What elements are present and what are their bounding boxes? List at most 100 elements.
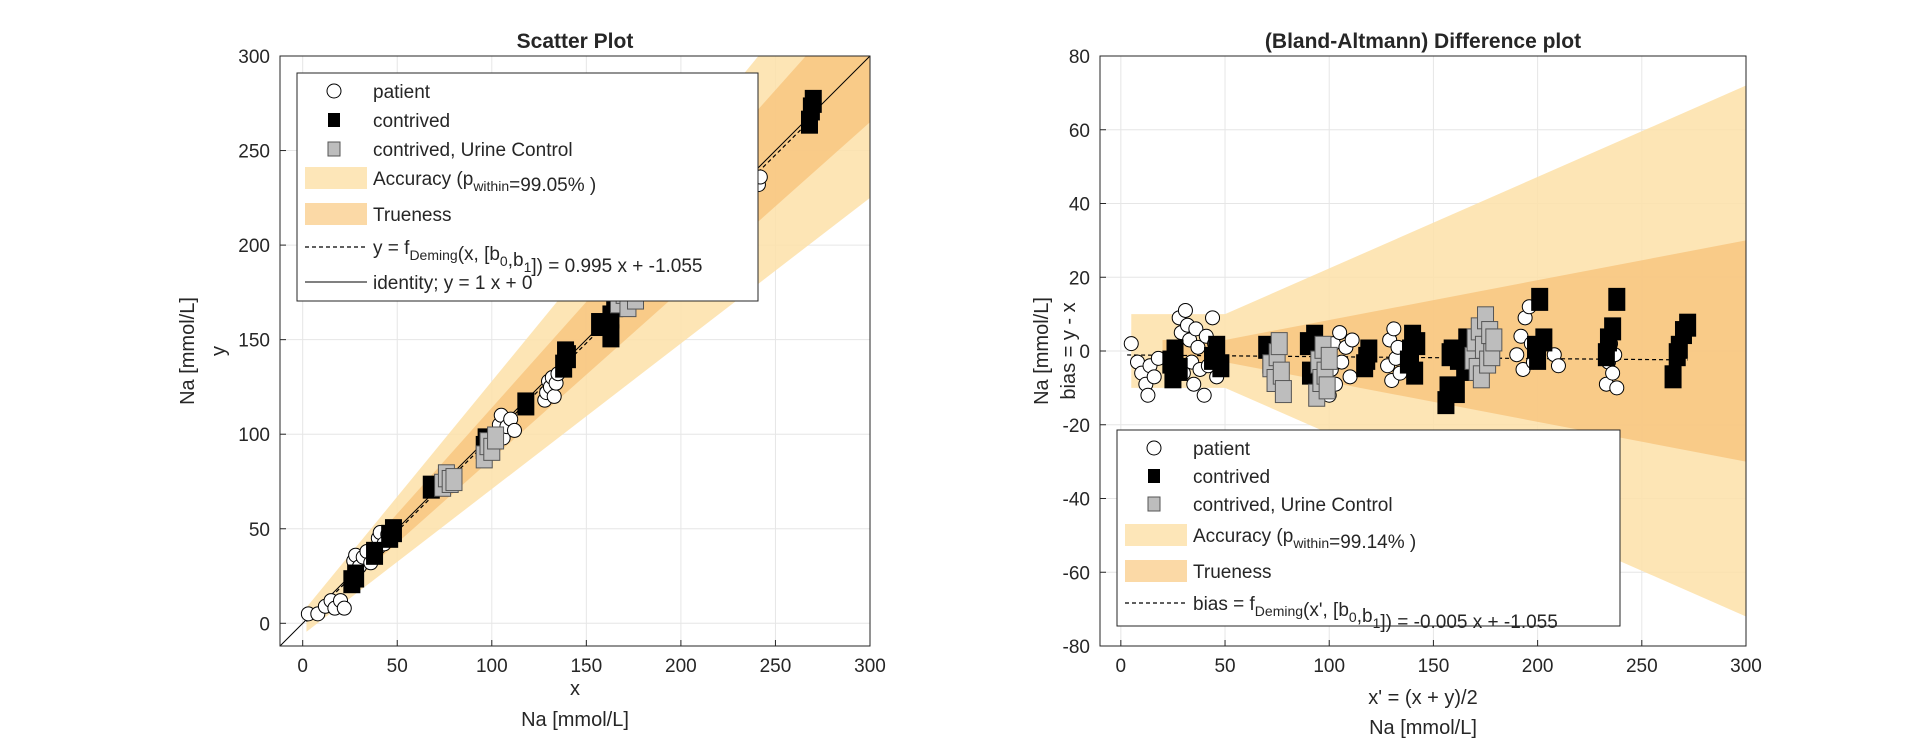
difference-legend-box (1116, 429, 1621, 627)
contrived-point (1531, 287, 1549, 311)
difference-ytick-label: 20 (1069, 268, 1090, 289)
legend-label: contrived, Urine Control (1193, 495, 1393, 516)
contrived-point (1360, 339, 1378, 363)
urine-control-point (445, 468, 463, 492)
scatter-legend: patient contrived contrived, Urine Control… (296, 72, 759, 302)
scatter-ytick-label: 0 (259, 614, 270, 635)
legend-subscript: within (1292, 535, 1329, 551)
legend-contrived-marker (328, 113, 340, 127)
legend-urine-marker (1147, 496, 1161, 512)
legend-label: contrived, Urine Control (373, 140, 573, 161)
difference-ytick-label: 60 (1069, 121, 1090, 142)
legend-label: Accuracy (pwithin=99.14% ) (1193, 526, 1416, 553)
legend-label-part: ,b (1357, 606, 1373, 627)
scatter-xtick-label: 300 (854, 656, 886, 677)
legend-subscript: 1 (524, 259, 532, 275)
legend-trueness-patch (1125, 560, 1187, 582)
difference-plot-chart: 0 50 100 150 200 250 300-80-60-40-20020406080 … (1031, 30, 1762, 739)
urine-control-point (1485, 328, 1503, 352)
legend-subscript: 1 (1373, 615, 1381, 631)
contrived-point (1170, 357, 1188, 381)
legend-label: bias = fDeming(x', [b0,b1]) = -0.005 x +… (1193, 594, 1558, 633)
legend-label-part: =99.05% ) (509, 175, 596, 196)
difference-points (1123, 287, 1697, 415)
legend-label-part: =99.14% ) (1329, 532, 1416, 553)
contrived-point (1447, 380, 1465, 404)
difference-ylabel: bias = y - x (1058, 302, 1080, 399)
legend-subscript: Deming (409, 247, 457, 263)
patient-point (1196, 387, 1212, 403)
difference-ytick-label: -40 (1063, 490, 1090, 511)
legend-patient-marker (326, 83, 342, 99)
contrived-point (366, 541, 384, 565)
legend-label-part: y = f (373, 238, 410, 259)
contrived-point (558, 345, 576, 369)
urine-control-point (1270, 332, 1288, 356)
contrived-point (517, 392, 535, 416)
contrived-point (347, 564, 365, 588)
patient-point (1342, 369, 1358, 385)
urine-control-point (1274, 380, 1292, 404)
scatter-axes-box (279, 55, 871, 647)
legend-accuracy-patch (305, 167, 367, 189)
legend-label-part: bias = f (1193, 594, 1256, 615)
legend-label: contrived (1193, 467, 1270, 488)
contrived-point (1408, 332, 1426, 356)
legend-label: contrived (373, 111, 450, 132)
difference-xtick-label: 300 (1730, 656, 1762, 677)
patient-point (1344, 332, 1360, 348)
difference-xtick-label: 0 (1116, 656, 1127, 677)
legend-subscript: within (472, 178, 509, 194)
legend-label: patient (1193, 439, 1251, 460)
difference-xlabel-units: Na [mmol/L] (1369, 717, 1477, 739)
difference-ticks: 0 50 100 150 200 250 300 -80 -60 -40 -20 0 20 40 60 80 (1063, 47, 1762, 677)
legend-label-part: ]) = -0.005 x + -1.055 (1380, 612, 1557, 633)
patient-point (1177, 302, 1193, 318)
legend-label-part: Accuracy (p (1193, 526, 1293, 547)
urine-control-point (1318, 376, 1336, 400)
scatter-ticks: 0 50 100 150 200 250 300 0 50 100 150 200 250 300 (238, 47, 886, 677)
scatter-ytick-label: 100 (238, 425, 270, 446)
contrived-point (1212, 354, 1230, 378)
difference-ytick-label: -20 (1063, 416, 1090, 437)
legend-label-part: (x, [b (458, 244, 500, 265)
difference-ytick-label: 0 (1079, 342, 1090, 363)
patient-point (1188, 321, 1204, 337)
contrived-point (1406, 361, 1424, 385)
scatter-xlabel: x (570, 678, 580, 700)
contrived-point (1604, 317, 1622, 341)
legend-subscript: Deming (1255, 603, 1303, 619)
legend-label: identity; y = 1 x + 0 (373, 273, 532, 294)
difference-xtick-label: 150 (1418, 656, 1450, 677)
difference-xtick-label: 100 (1313, 656, 1345, 677)
difference-xtick-label: 200 (1522, 656, 1554, 677)
patient-point (1550, 358, 1566, 374)
legend-subscript: 0 (500, 253, 508, 269)
legend-label: Accuracy (pwithin=99.05% ) (373, 169, 596, 196)
scatter-legend-box (296, 72, 759, 302)
patient-point (546, 388, 562, 404)
scatter-plot-chart: 0 50 100 150 200 250 300 0 50 100 150 200 250 300 Sca… (177, 30, 886, 731)
legend-label: patient (373, 82, 431, 103)
difference-ytick-label: -80 (1063, 637, 1090, 658)
scatter-title: Scatter Plot (517, 30, 634, 53)
difference-ytick-label: 80 (1069, 47, 1090, 68)
difference-ytick-label: 40 (1069, 195, 1090, 216)
legend-urine-marker (327, 141, 341, 157)
legend-contrived-marker (1148, 469, 1160, 483)
contrived-point (804, 89, 822, 113)
patient-point (506, 422, 522, 438)
patient-point (1205, 310, 1221, 326)
difference-xtick-label: 250 (1626, 656, 1658, 677)
urine-control-point (1320, 346, 1338, 370)
scatter-xlabel-units: Na [mmol/L] (521, 709, 629, 731)
patient-point (1186, 376, 1202, 392)
scatter-xtick-label: 100 (476, 656, 508, 677)
patient-point (1332, 325, 1348, 341)
legend-patient-marker (1146, 440, 1162, 456)
legend-label-part: ,b (508, 250, 524, 271)
patient-point (1123, 336, 1139, 352)
legend-label: Trueness (1193, 562, 1272, 583)
contrived-point (1535, 328, 1553, 352)
